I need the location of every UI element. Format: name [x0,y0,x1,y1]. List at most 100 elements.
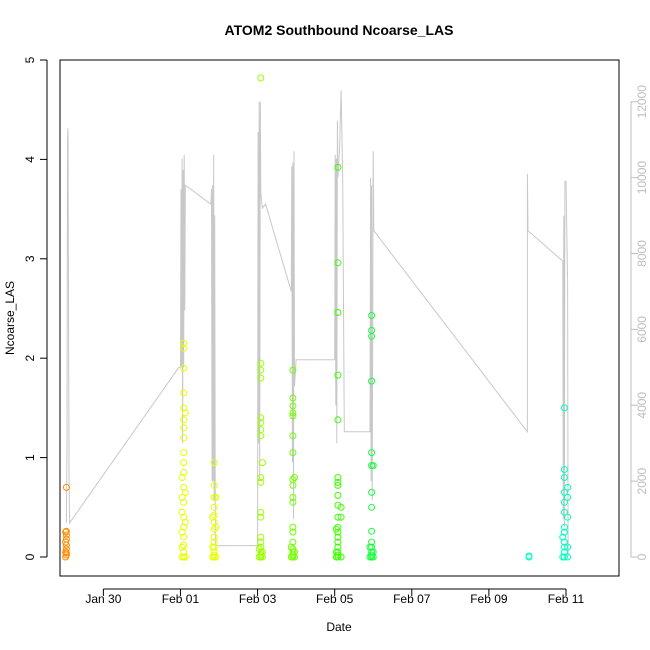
data-point [560,543,568,551]
data-point [366,553,374,561]
y2-tick-label: 4000 [635,392,649,419]
y2-tick-label: 12000 [635,85,649,119]
data-point [334,533,342,541]
data-point [560,548,568,556]
data-point [258,553,266,561]
data-point [180,459,188,467]
data-point [257,359,265,367]
x-tick-label: Feb 01 [162,592,200,606]
data-point [368,312,376,319]
data-point [62,549,70,557]
data-point [212,523,220,531]
data-point [334,491,342,499]
data-point [289,432,297,440]
data-point [564,483,572,491]
x-tick-label: Feb 09 [470,592,508,606]
data-point [257,474,265,481]
data-point [180,389,188,397]
data-point [287,553,295,561]
data-point [180,449,188,457]
x-tick-label: Feb 07 [393,592,431,606]
data-point [369,553,377,561]
data-point [180,548,188,556]
data-point [334,259,342,267]
y-tick-label: 5 [23,56,37,63]
data-point [291,474,298,481]
data-point [257,533,265,541]
data-point [369,462,377,470]
data-point [334,538,342,546]
points-layer [62,74,572,561]
data-point [181,553,189,561]
data-point [210,481,218,489]
data-point [560,404,568,412]
data-point [289,528,297,536]
data-point [289,409,297,417]
data-point [559,553,567,561]
data-point [289,402,297,410]
data-point [257,508,265,516]
data-point [181,518,189,526]
data-point [334,513,342,521]
data-point [180,513,188,521]
data-point [257,74,265,82]
data-point [257,432,265,440]
data-point [62,541,70,549]
data-point [525,552,533,560]
data-point [334,523,342,531]
data-point [368,377,376,385]
data-point [209,553,217,561]
data-point [291,553,298,561]
y2-tick-label: 6000 [635,316,649,343]
data-point [180,434,188,442]
data-point [337,513,345,521]
data-point [257,543,265,551]
data-point [181,409,189,417]
data-point [289,412,297,420]
data-point [564,553,572,561]
data-point [180,404,188,412]
y-tick-label: 2 [23,355,37,362]
x-axis: Jan 30 Feb 01 Feb 03 Feb 05 Feb 07 Feb 09 Feb … [85,588,585,606]
data-point [257,538,265,546]
y2-tick-label: 10000 [635,161,649,195]
secondary-series-line [65,90,569,558]
data-point [289,449,297,457]
data-point [257,419,265,427]
data-point [289,493,297,501]
data-point [257,513,265,521]
data-point [180,523,188,531]
plot-frame [59,59,620,577]
data-point [564,493,572,501]
data-point [366,543,374,551]
data-point [257,478,265,486]
data-point [181,488,189,496]
data-point [560,523,568,531]
y-axis-right: 0 2000 4000 6000 8000 10000 12000 [630,85,649,560]
data-point [560,528,568,536]
data-point [289,366,297,374]
data-point [334,474,342,481]
data-point [289,481,297,489]
data-point [332,548,340,556]
data-point [62,548,70,556]
data-point [62,538,70,546]
data-point [560,508,568,516]
data-point [289,498,297,506]
data-point [180,344,188,352]
data-point [560,488,568,496]
data-point [178,474,186,481]
data-point [62,527,70,535]
data-point [369,548,377,556]
data-point [257,366,265,374]
data-point [291,548,298,556]
data-point [334,481,342,489]
data-point [257,374,265,382]
data-point [334,309,342,316]
chart-title: ATOM2 Southbound Ncoarse_LAS [225,22,454,38]
data-point [180,541,188,549]
data-point [180,498,188,506]
data-point [560,474,568,481]
data-point [180,424,188,432]
